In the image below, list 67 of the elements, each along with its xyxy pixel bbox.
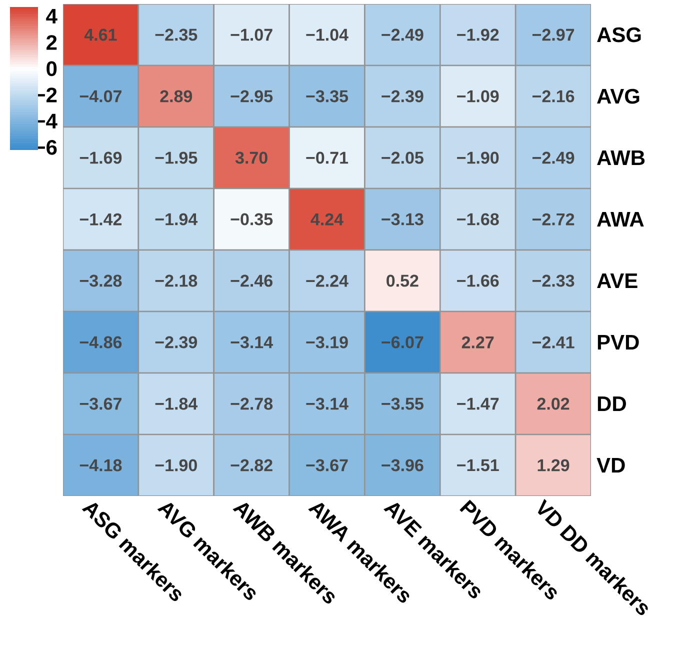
data-label: −1.51 <box>457 459 499 472</box>
y-tick-label: AWA <box>597 212 644 226</box>
color-bar-label: 4 <box>46 8 58 24</box>
data-label: −1.69 <box>80 152 122 164</box>
data-label: −1.92 <box>457 28 499 41</box>
y-tick-label: PVD <box>598 335 639 350</box>
y-tick-label: VD <box>596 458 625 472</box>
data-label: −3.14 <box>306 398 348 410</box>
data-label: −2.72 <box>532 213 574 226</box>
data-label: −3.67 <box>80 398 122 410</box>
data-label: −1.90 <box>457 152 499 164</box>
color-bar-label: 0 <box>46 61 57 76</box>
data-label: 0.52 <box>386 274 418 287</box>
data-label: −3.13 <box>382 213 424 226</box>
y-tick-label: ASG <box>597 27 641 42</box>
data-label: −0.71 <box>306 152 348 164</box>
data-label: −1.68 <box>457 213 499 226</box>
data-label: 2.27 <box>462 336 494 348</box>
data-label: −3.35 <box>306 90 348 102</box>
data-label: 2.89 <box>160 90 192 102</box>
data-label: −2.16 <box>532 90 574 102</box>
color-bar-label: 2 <box>46 35 57 50</box>
data-label: −2.33 <box>532 274 574 287</box>
data-label: −3.67 <box>306 459 348 472</box>
data-label: −2.49 <box>382 28 424 41</box>
data-label: 3.70 <box>235 152 268 164</box>
data-label: −1.47 <box>457 398 499 410</box>
data-label: −3.55 <box>382 398 424 410</box>
y-tick-label: DD <box>598 396 626 411</box>
data-label: −2.78 <box>230 398 273 410</box>
data-label: −1.84 <box>155 398 198 410</box>
data-label: −4.18 <box>80 459 122 472</box>
data-label: −2.35 <box>155 28 198 41</box>
data-label: 2.02 <box>537 398 570 410</box>
data-label: −2.24 <box>306 274 348 287</box>
y-tick-label: AVG <box>597 88 640 104</box>
data-label: −1.94 <box>155 213 198 226</box>
data-label: −1.09 <box>457 90 499 102</box>
data-label: −1.95 <box>155 152 198 164</box>
data-label: −0.35 <box>230 213 273 226</box>
data-label: −2.82 <box>230 459 272 472</box>
y-tick-label: AVE <box>597 274 638 288</box>
data-label: 4.24 <box>310 213 344 226</box>
data-label: −1.42 <box>80 213 122 226</box>
data-label: −2.41 <box>532 336 574 348</box>
data-label: −1.90 <box>155 459 197 472</box>
data-label: 4.61 <box>84 28 117 41</box>
data-label: −2.05 <box>382 152 424 164</box>
data-label: −2.49 <box>532 152 574 164</box>
data-label: −2.39 <box>155 336 198 348</box>
data-label: −2.39 <box>382 90 424 102</box>
data-label: −4.07 <box>80 90 122 102</box>
data-label: −1.66 <box>457 274 499 287</box>
data-label: −1.07 <box>230 28 272 41</box>
data-label: −2.95 <box>230 90 273 102</box>
data-label: −2.46 <box>230 274 272 287</box>
data-label: −3.96 <box>382 459 424 472</box>
data-label: −2.97 <box>532 28 574 41</box>
data-label: −2.18 <box>155 274 198 287</box>
data-label: −4.86 <box>80 336 122 348</box>
data-label: 1.29 <box>538 459 570 472</box>
data-label: −1.04 <box>306 28 348 41</box>
data-label: −3.19 <box>306 336 348 348</box>
y-tick-label: AWB <box>597 150 645 165</box>
data-label: −3.14 <box>230 336 273 348</box>
data-label: −3.28 <box>80 274 122 287</box>
data-label: −6.07 <box>382 336 424 348</box>
